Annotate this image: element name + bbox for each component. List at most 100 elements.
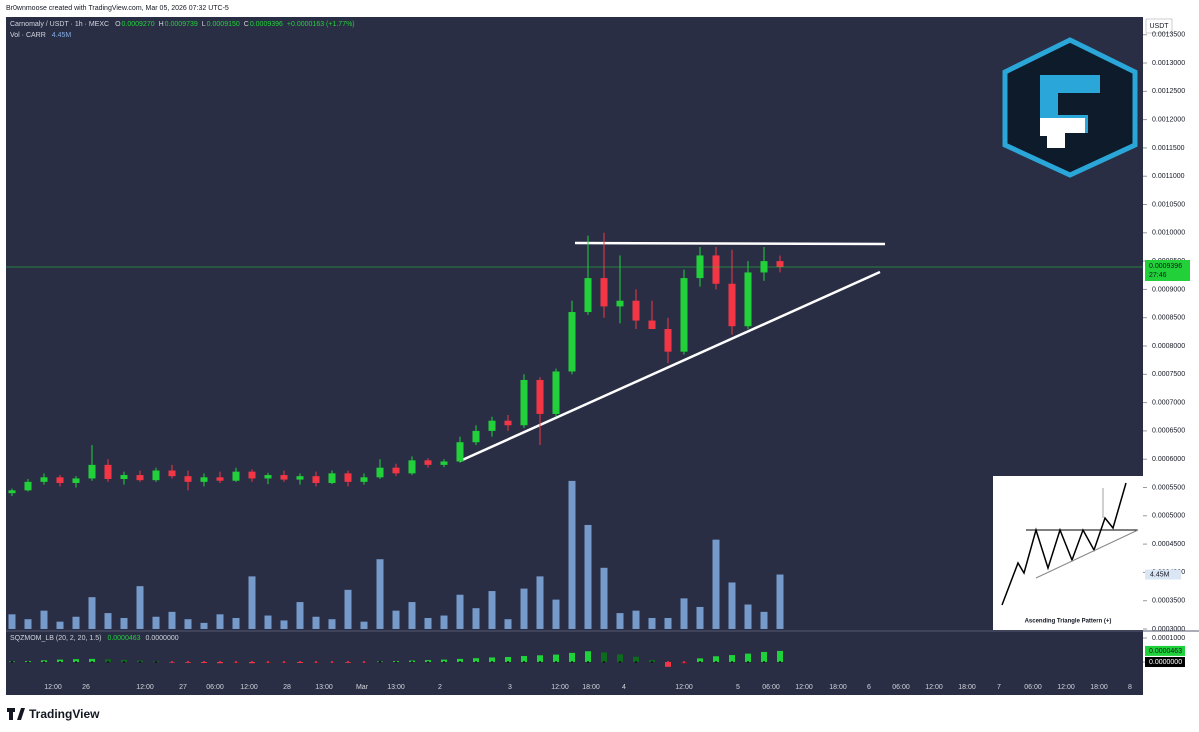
support-line: [459, 270, 881, 463]
volume-bar: [40, 610, 48, 629]
y-tick-label: 0.0004500: [1152, 541, 1185, 548]
squeeze-dot: [107, 661, 109, 664]
squeeze-dot: [507, 661, 509, 664]
x-tick-label: 13:00: [387, 684, 405, 691]
volume-bar: [264, 615, 272, 629]
x-tick-label: Mar: [356, 684, 369, 691]
momentum-value: 0.0000000: [146, 635, 179, 642]
ohlc-value: 0.0009739: [165, 21, 198, 28]
y-tick-label: 0.0007000: [1152, 399, 1185, 406]
volume-bar: [760, 611, 768, 629]
candle-body: [600, 278, 608, 307]
candle-body: [56, 477, 64, 483]
y-tick-label: 0.0006500: [1152, 428, 1185, 435]
y-tick-label: 0.0003500: [1152, 598, 1185, 605]
candle-body: [72, 478, 80, 483]
candle-body: [504, 420, 512, 426]
change: +0.0000163 (+1.77%): [287, 21, 355, 28]
volume-bar: [280, 620, 288, 629]
momentum-bar: [473, 658, 479, 663]
squeeze-dot: [667, 661, 669, 664]
squeeze-dot: [699, 661, 701, 664]
squeeze-dot: [443, 661, 445, 664]
squeeze-dot: [427, 661, 429, 664]
volume-bar: [248, 576, 256, 629]
squeeze-dot: [139, 661, 141, 664]
x-tick-label: 12:00: [925, 684, 943, 691]
momentum-bar: [569, 652, 575, 663]
squeeze-dot: [651, 661, 653, 664]
currency-box: [1145, 18, 1173, 34]
volume-value: 4.45M: [52, 32, 72, 39]
squeeze-dot: [219, 661, 221, 664]
candle-body: [648, 320, 656, 330]
volume-bar: [24, 619, 32, 629]
candle-body: [632, 300, 640, 321]
volume-bar: [152, 616, 160, 629]
y-tick-label: 0.0005500: [1152, 484, 1185, 491]
momentum-bar: [729, 655, 735, 663]
momentum-bar: [665, 662, 671, 667]
squeeze-dot: [459, 661, 461, 664]
ohlc-value: 0.0009396: [250, 21, 283, 28]
x-tick-label: 18:00: [1090, 684, 1108, 691]
squeeze-dot: [587, 661, 589, 664]
squeeze-dot: [571, 661, 573, 664]
candle-body: [680, 278, 688, 352]
volume-bar: [696, 606, 704, 629]
x-tick-label: 06:00: [892, 684, 910, 691]
x-tick-label: 12:00: [551, 684, 569, 691]
candle-body: [664, 329, 672, 352]
momentum-bar: [505, 656, 511, 663]
squeeze-dot: [331, 661, 333, 664]
y-tick-label: 0.0012000: [1152, 116, 1185, 123]
candle-body: [136, 475, 144, 481]
squeeze-dot: [747, 661, 749, 664]
x-tick-label: 18:00: [829, 684, 847, 691]
volume-bar: [600, 567, 608, 629]
volume-bar: [488, 591, 496, 629]
squeeze-dot: [59, 661, 61, 664]
volume-bar: [712, 539, 720, 629]
ohlc-value: 0.0009150: [207, 21, 240, 28]
volume-tag: [1145, 569, 1181, 580]
zero-tag: [1145, 657, 1185, 668]
volume-bar: [632, 610, 640, 629]
x-tick-label: 4: [622, 684, 626, 691]
momentum-name: SQZMOM_LB (20, 2, 20, 1.5): [10, 635, 101, 642]
ohlc-label: O: [115, 21, 121, 28]
candle-body: [216, 477, 224, 481]
candle-body: [88, 464, 96, 479]
x-tick-label: 7: [997, 684, 1001, 691]
x-tick-label: 06:00: [1024, 684, 1042, 691]
candle-body: [264, 475, 272, 479]
volume-bar: [232, 617, 240, 629]
momentum-bar: [521, 656, 527, 663]
candle-body: [440, 461, 448, 465]
candle-body: [392, 467, 400, 474]
candle-body: [728, 283, 736, 327]
header: Br0wnmoose created with TradingView.com,…: [6, 5, 229, 12]
volume-bar: [664, 617, 672, 629]
squeeze-dot: [491, 661, 493, 664]
candle-body: [568, 312, 576, 372]
candle-body: [744, 272, 752, 327]
x-tick-label: 6: [867, 684, 871, 691]
x-tick-label: 12:00: [1057, 684, 1075, 691]
squeeze-dot: [731, 661, 733, 664]
candle-body: [8, 490, 16, 494]
momentum-bar: [73, 659, 79, 663]
x-tick-label: 18:00: [958, 684, 976, 691]
momentum-bar: [745, 653, 751, 663]
y-tick-label: 0.0005000: [1152, 513, 1185, 520]
momentum-bar: [585, 651, 591, 663]
volume-bar: [440, 615, 448, 629]
momentum-bar: [633, 656, 639, 663]
volume-bar: [120, 617, 128, 629]
candle-body: [344, 473, 352, 482]
squeeze-dot: [315, 661, 317, 664]
candle-body: [232, 471, 240, 481]
candle-body: [360, 477, 368, 482]
last-price-label: 0.0009396: [1149, 263, 1182, 270]
ohlc-label: L: [202, 21, 206, 28]
